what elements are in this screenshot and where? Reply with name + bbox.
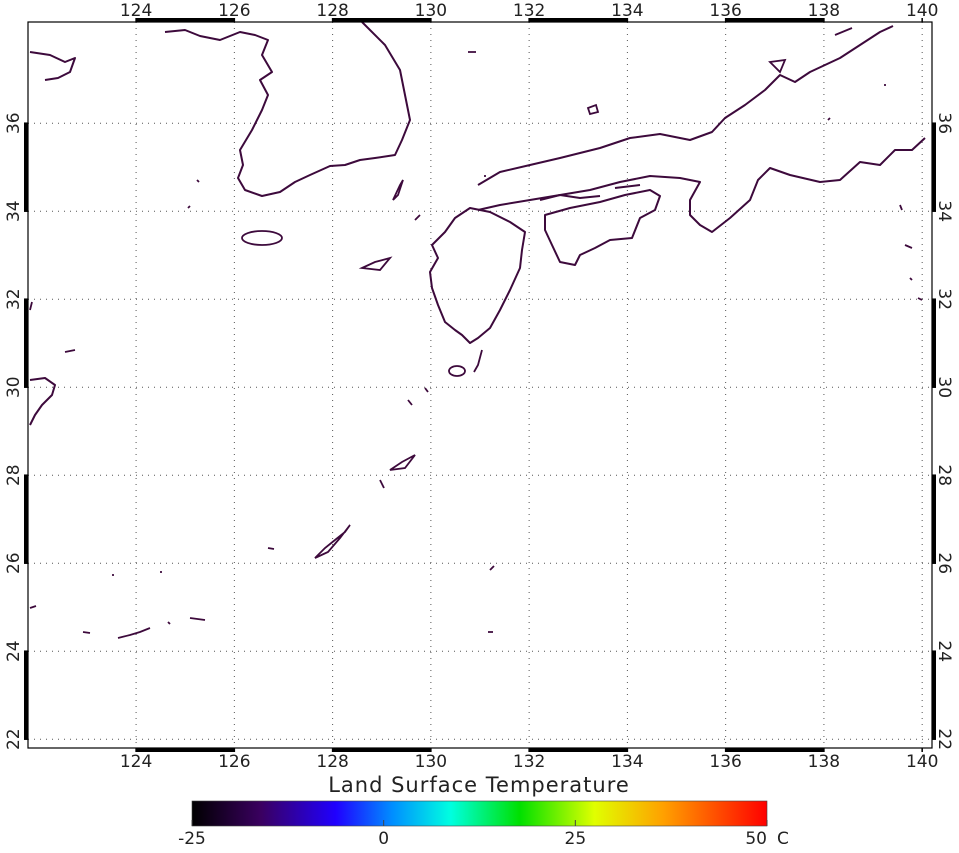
lon-label-bottom: 132 bbox=[513, 752, 545, 772]
colorbar-tick-label: 50 bbox=[745, 829, 767, 849]
lon-label-top: 132 bbox=[513, 1, 545, 21]
colorbar-tick-label: 25 bbox=[565, 829, 587, 849]
tanegashima bbox=[473, 349, 483, 373]
oki-islands bbox=[586, 103, 600, 116]
lon-label-bottom: 138 bbox=[808, 752, 840, 772]
lon-label-bottom: 124 bbox=[120, 752, 152, 772]
lon-label-top: 128 bbox=[316, 1, 348, 21]
colorbar-title: Land Surface Temperature bbox=[328, 773, 630, 797]
colorbar-tick-label: -25 bbox=[178, 829, 206, 849]
lat-label-right: 24 bbox=[934, 640, 954, 662]
map-frame bbox=[27, 21, 933, 749]
tsushima bbox=[392, 179, 404, 201]
lon-label-top: 124 bbox=[120, 1, 152, 21]
lon-label-top: 138 bbox=[808, 1, 840, 21]
frame-ticks bbox=[24, 18, 936, 752]
lat-label-right: 28 bbox=[934, 464, 954, 486]
okinawa-island bbox=[314, 524, 351, 559]
yakushima bbox=[448, 365, 466, 377]
lat-label-right: 26 bbox=[934, 552, 954, 574]
small-islets bbox=[29, 27, 903, 633]
honshu-north bbox=[477, 25, 894, 186]
lat-label-left: 28 bbox=[4, 464, 24, 486]
sado-island bbox=[768, 58, 787, 74]
coastlines bbox=[29, 21, 926, 639]
lon-label-bottom: 130 bbox=[415, 752, 447, 772]
shikoku-coast bbox=[544, 189, 661, 266]
lat-label-left: 22 bbox=[4, 728, 24, 750]
lat-label-right: 22 bbox=[934, 728, 954, 750]
lon-label-top: 134 bbox=[611, 1, 643, 21]
lat-label-left: 26 bbox=[4, 552, 24, 574]
colorbar bbox=[191, 800, 768, 827]
lat-label-right: 32 bbox=[934, 288, 954, 310]
miyako-yaeyama bbox=[82, 617, 206, 639]
kyushu-coast bbox=[429, 207, 526, 344]
china-coast bbox=[29, 51, 76, 81]
izu-islands bbox=[904, 244, 923, 301]
lat-label-right: 36 bbox=[934, 112, 954, 134]
goto-islands bbox=[358, 256, 393, 271]
lon-label-bottom: 128 bbox=[316, 752, 348, 772]
colorbar-ticks: -25 0 25 50 C bbox=[178, 820, 789, 849]
colorbar-tick-label: 0 bbox=[378, 829, 389, 849]
lat-label-left: 34 bbox=[4, 200, 24, 222]
jeju-island bbox=[241, 230, 283, 246]
lat-label-left: 24 bbox=[4, 640, 24, 662]
lat-label-left: 30 bbox=[4, 376, 24, 398]
honshu-south bbox=[477, 137, 926, 233]
lon-label-top: 136 bbox=[709, 1, 741, 21]
korea-coast bbox=[164, 21, 411, 197]
lon-label-top: 130 bbox=[415, 1, 447, 21]
amami-oshima bbox=[389, 454, 416, 471]
lat-label-right: 34 bbox=[934, 200, 954, 222]
lon-label-bottom: 136 bbox=[709, 752, 741, 772]
graticule bbox=[28, 22, 932, 748]
colorbar-unit: C bbox=[777, 829, 789, 849]
lon-label-bottom: 134 bbox=[611, 752, 643, 772]
axis-labels: 124 124 126 126 128 128 130 130 132 132 134 134 136 1… bbox=[4, 1, 954, 772]
lon-label-bottom: 140 bbox=[906, 752, 938, 772]
lat-label-left: 32 bbox=[4, 288, 24, 310]
lon-label-bottom: 126 bbox=[218, 752, 250, 772]
lat-label-right: 30 bbox=[934, 376, 954, 398]
awaji-sea-islands bbox=[539, 184, 641, 201]
lon-label-top: 140 bbox=[906, 1, 938, 21]
china-coast-south bbox=[29, 377, 56, 426]
lat-label-left: 36 bbox=[4, 112, 24, 134]
lon-label-top: 126 bbox=[218, 1, 250, 21]
